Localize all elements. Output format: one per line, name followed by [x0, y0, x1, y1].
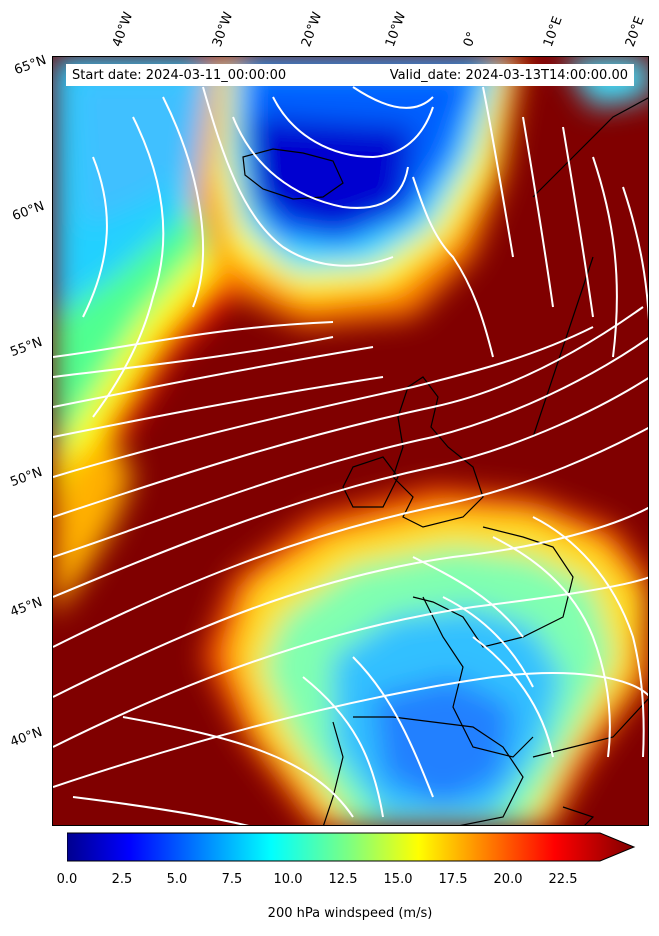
- colorbar-tick: 2.5: [111, 872, 133, 887]
- lon-label-10e: 10°E: [540, 14, 566, 50]
- colorbar-label: 200 hPa windspeed (m/s): [267, 906, 433, 921]
- lat-label-60n: 60°N: [10, 198, 47, 225]
- wind-map: [52, 56, 649, 826]
- colorbar-tick: 22.5: [548, 872, 578, 887]
- lon-label-0: 0°: [460, 29, 481, 49]
- lon-label-20e: 20°E: [622, 14, 648, 50]
- colorbar-tick: 20.0: [493, 872, 523, 887]
- valid-date-text: Valid_date: 2024-03-13T14:00:00.00: [389, 67, 628, 83]
- streamlines: [53, 86, 648, 825]
- lon-label-10w: 10°W: [382, 10, 410, 49]
- lon-label-20w: 20°W: [298, 10, 326, 49]
- lon-label-40w: 40°W: [109, 10, 137, 49]
- colorbar-tick: 10.0: [273, 872, 303, 887]
- lat-label-50n: 50°N: [8, 464, 45, 491]
- lat-label-55n: 55°N: [8, 334, 45, 361]
- start-date-text: Start date: 2024-03-11_00:00:00: [72, 67, 287, 83]
- colorbar: [67, 832, 636, 862]
- colorbar-gradient: [67, 832, 636, 862]
- date-info-box: Start date: 2024-03-11_00:00:00 Valid_da…: [66, 64, 634, 86]
- colorbar-tick: 15.0: [383, 872, 413, 887]
- colorbar-tick: 0.0: [56, 872, 78, 887]
- colorbar-tick: 17.5: [438, 872, 468, 887]
- colorbar-tick: 5.0: [166, 872, 188, 887]
- wind-field-svg: [53, 57, 648, 825]
- lat-label-40n: 40°N: [8, 724, 45, 751]
- lat-label-65n: 65°N: [12, 52, 49, 79]
- colorbar-tick: 7.5: [221, 872, 243, 887]
- lon-label-30w: 30°W: [209, 10, 237, 49]
- colorbar-tick: 12.5: [328, 872, 358, 887]
- lat-label-45n: 45°N: [8, 594, 45, 621]
